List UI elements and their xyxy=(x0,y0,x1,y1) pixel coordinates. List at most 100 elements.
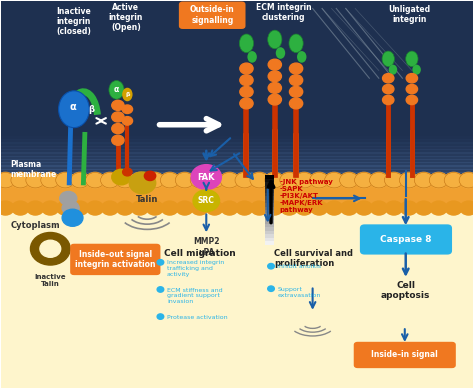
Ellipse shape xyxy=(297,51,307,63)
FancyBboxPatch shape xyxy=(265,207,274,210)
Circle shape xyxy=(385,201,402,215)
Circle shape xyxy=(290,63,303,74)
FancyBboxPatch shape xyxy=(265,182,274,186)
FancyBboxPatch shape xyxy=(0,179,474,184)
Circle shape xyxy=(0,172,15,188)
Text: Talin: Talin xyxy=(136,194,158,203)
Circle shape xyxy=(290,98,303,109)
Circle shape xyxy=(430,201,447,215)
Circle shape xyxy=(27,201,44,215)
FancyBboxPatch shape xyxy=(265,242,274,245)
Circle shape xyxy=(112,124,124,134)
Circle shape xyxy=(190,172,209,188)
Circle shape xyxy=(401,201,417,215)
Circle shape xyxy=(221,201,238,215)
Circle shape xyxy=(370,172,388,188)
FancyBboxPatch shape xyxy=(265,189,274,193)
Circle shape xyxy=(370,201,387,215)
FancyBboxPatch shape xyxy=(0,175,474,388)
Circle shape xyxy=(112,112,124,122)
Text: Outside-in
signalling: Outside-in signalling xyxy=(190,5,235,25)
FancyBboxPatch shape xyxy=(0,159,474,163)
Circle shape xyxy=(205,172,224,188)
FancyBboxPatch shape xyxy=(265,200,274,203)
Text: β: β xyxy=(125,92,129,97)
FancyBboxPatch shape xyxy=(265,196,274,200)
Ellipse shape xyxy=(382,51,394,67)
Circle shape xyxy=(268,263,274,269)
FancyBboxPatch shape xyxy=(0,1,474,187)
Text: FAK: FAK xyxy=(198,173,215,182)
Circle shape xyxy=(220,172,239,188)
FancyBboxPatch shape xyxy=(179,2,246,29)
Circle shape xyxy=(383,74,394,83)
FancyBboxPatch shape xyxy=(0,152,474,157)
Circle shape xyxy=(176,201,193,215)
Circle shape xyxy=(157,259,164,265)
Circle shape xyxy=(117,201,134,215)
Circle shape xyxy=(41,172,60,188)
Circle shape xyxy=(250,172,269,188)
Circle shape xyxy=(268,82,282,93)
FancyBboxPatch shape xyxy=(265,238,274,242)
Circle shape xyxy=(116,172,135,188)
Circle shape xyxy=(444,172,463,188)
FancyBboxPatch shape xyxy=(0,162,474,167)
Circle shape xyxy=(72,201,89,215)
Text: Increased integrin
trafficking and
activity: Increased integrin trafficking and activ… xyxy=(167,260,224,277)
Circle shape xyxy=(112,169,131,185)
FancyBboxPatch shape xyxy=(0,142,474,147)
Circle shape xyxy=(123,168,132,176)
FancyBboxPatch shape xyxy=(0,175,474,180)
Text: Inhibit anoikis: Inhibit anoikis xyxy=(277,264,321,269)
Circle shape xyxy=(240,86,253,97)
FancyBboxPatch shape xyxy=(0,156,474,160)
FancyBboxPatch shape xyxy=(0,165,474,170)
Text: Inactive
integrin
(closed): Inactive integrin (closed) xyxy=(56,7,91,36)
Circle shape xyxy=(112,135,124,145)
Circle shape xyxy=(356,201,373,215)
Text: Cell
apoptosis: Cell apoptosis xyxy=(381,280,430,300)
FancyBboxPatch shape xyxy=(265,203,274,207)
Circle shape xyxy=(130,172,149,188)
Circle shape xyxy=(265,172,284,188)
Circle shape xyxy=(0,201,14,215)
Text: Caspase 8: Caspase 8 xyxy=(380,235,431,244)
FancyBboxPatch shape xyxy=(0,177,474,212)
Circle shape xyxy=(87,201,104,215)
Circle shape xyxy=(56,172,74,188)
Circle shape xyxy=(268,59,282,70)
FancyBboxPatch shape xyxy=(265,175,274,179)
Circle shape xyxy=(281,201,298,215)
FancyBboxPatch shape xyxy=(0,139,474,144)
Circle shape xyxy=(122,117,133,125)
Circle shape xyxy=(268,94,282,105)
Circle shape xyxy=(40,240,61,257)
FancyBboxPatch shape xyxy=(0,182,474,187)
Circle shape xyxy=(339,172,358,188)
Circle shape xyxy=(131,201,148,215)
Text: Unligated
integrin: Unligated integrin xyxy=(388,5,430,24)
Circle shape xyxy=(268,286,274,291)
Circle shape xyxy=(175,172,194,188)
Circle shape xyxy=(62,209,83,226)
Circle shape xyxy=(414,172,433,188)
Text: Inside–in signal: Inside–in signal xyxy=(372,350,438,359)
FancyBboxPatch shape xyxy=(70,244,160,275)
Circle shape xyxy=(240,75,253,86)
FancyBboxPatch shape xyxy=(0,172,474,177)
Circle shape xyxy=(290,75,303,86)
Circle shape xyxy=(161,201,178,215)
Text: Inactive
Talin: Inactive Talin xyxy=(35,274,66,287)
FancyBboxPatch shape xyxy=(0,145,474,150)
Text: Cell survival and
proliferation: Cell survival and proliferation xyxy=(274,249,353,268)
FancyBboxPatch shape xyxy=(265,224,274,228)
Text: -JNK pathway
-SAPK
-PI3K/AKT
-MAPK/ERK
pathway: -JNK pathway -SAPK -PI3K/AKT -MAPK/ERK p… xyxy=(280,179,332,213)
Text: Plasma
membrane: Plasma membrane xyxy=(10,159,56,179)
Circle shape xyxy=(280,172,299,188)
Ellipse shape xyxy=(109,81,124,99)
Circle shape xyxy=(100,172,119,188)
FancyBboxPatch shape xyxy=(360,224,452,254)
Ellipse shape xyxy=(289,34,303,53)
FancyBboxPatch shape xyxy=(265,210,274,214)
